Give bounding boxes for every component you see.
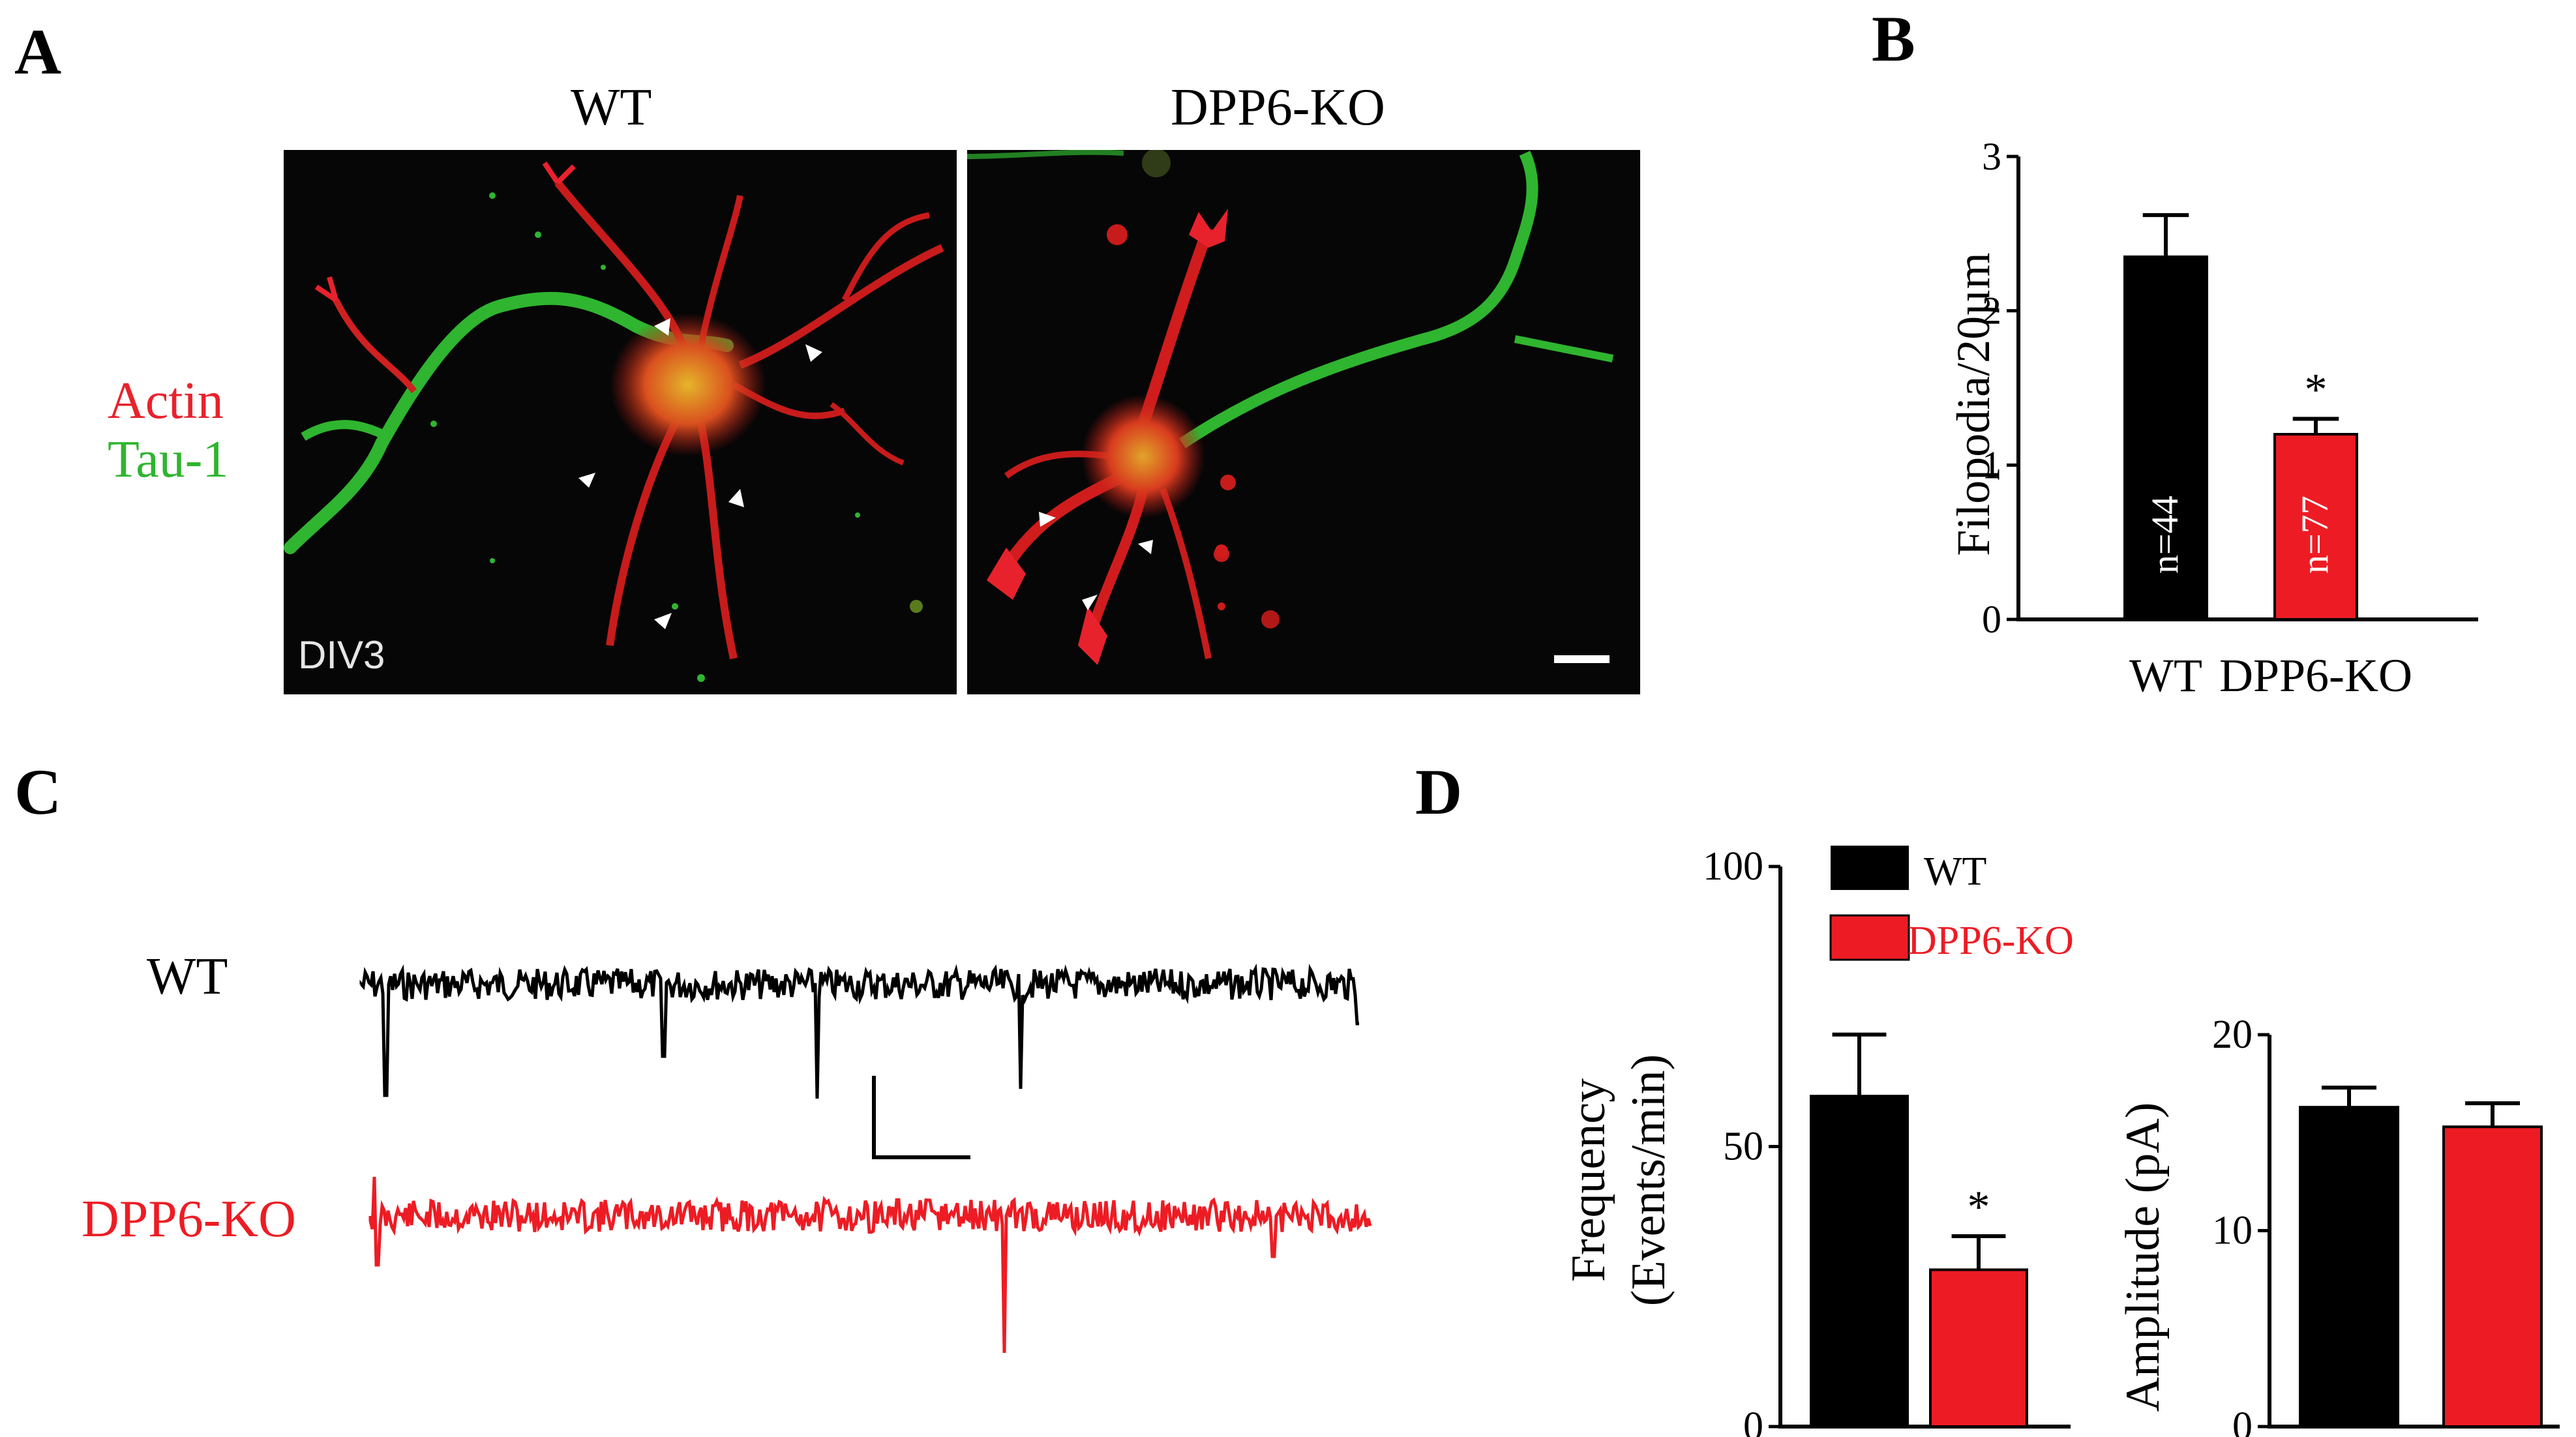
- div3-label: DIV3: [298, 633, 385, 677]
- trace-scale-bar: [872, 1076, 970, 1159]
- bar-n-label: n=77: [2294, 496, 2336, 574]
- bar-n-label: n=44: [2144, 496, 2186, 574]
- ko-neuron-drawing: [967, 150, 1614, 665]
- legend-label-wt: WT: [1924, 850, 1986, 894]
- panel-b-chart: 0 1 2 3 Filopodia/20µm n=44 WT * n=77 DPP6-KO: [1947, 135, 2478, 702]
- y-tick-label: 10: [2212, 1209, 2253, 1253]
- legend-label-ko: DPP6-KO: [1908, 919, 2074, 963]
- y-tick-label: 100: [1703, 844, 1763, 889]
- ko-scale-bar: [1554, 655, 1610, 663]
- wt-current-trace: [359, 963, 1359, 1099]
- ko-image-title: DPP6-KO: [1171, 79, 1385, 136]
- y-tick-label: 1: [1982, 443, 2001, 486]
- y-tick-label: 50: [1723, 1125, 1763, 1169]
- ko-micrograph: [967, 150, 1640, 694]
- y-tick-label: 20: [2212, 1013, 2253, 1057]
- panel-letter-a: A: [14, 16, 62, 88]
- panel-letter-c: C: [14, 756, 62, 828]
- panel-letter-d: D: [1415, 756, 1463, 828]
- bar-dpp6-ko: [2442, 1125, 2543, 1428]
- y-tick-label: 0: [2232, 1404, 2253, 1437]
- y-axis-label: Frequency: [1562, 1078, 1615, 1282]
- legend-actin: Actin: [108, 372, 224, 430]
- panel-d-charts: 0 50 100 Frequency (Events/min) * 0 10 20 Amplit…: [1562, 844, 2560, 1437]
- bar-wt: [1810, 1095, 1909, 1428]
- y-tick-label: 0: [1982, 598, 2001, 641]
- ko-current-trace: [368, 1176, 1372, 1354]
- panel-d-legend: WT DPP6-KO: [1829, 846, 2074, 963]
- panel-c-traces: [359, 963, 1372, 1354]
- panel-d-frequency-plot: 0 50 100 Frequency (Events/min) *: [1562, 844, 2071, 1437]
- bar-wt: [2123, 255, 2208, 621]
- panel-b-plot: 0 1 2 3 Filopodia/20µm n=44 WT * n=77 DPP6-KO: [1947, 135, 2478, 702]
- panel-d-amplitude-plot: 0 10 20 Amplitude (pA): [2116, 1013, 2560, 1437]
- bar-dpp6-ko: [2273, 433, 2358, 621]
- panel-letter-b: B: [1872, 3, 1915, 75]
- wt-neuron-drawing: [284, 161, 944, 682]
- wt-image-title: WT: [571, 79, 652, 136]
- legend-tau: Tau-1: [108, 431, 229, 488]
- y-tick-label: 0: [1743, 1404, 1763, 1437]
- wt-micrograph: DIV3: [284, 150, 957, 694]
- legend-swatch-ko: [1829, 914, 1910, 961]
- legend-swatch-wt: [1831, 846, 1909, 890]
- significance-marker: *: [1968, 1182, 1990, 1232]
- trace-label-ko: DPP6-KO: [82, 1191, 296, 1248]
- y-tick-label: 2: [1982, 289, 2001, 333]
- y-axis-label: (Events/min): [1622, 1054, 1675, 1306]
- trace-label-wt: WT: [147, 948, 228, 1005]
- bar-dpp6-ko: [1929, 1268, 2028, 1428]
- significance-marker: *: [2305, 364, 2328, 415]
- y-tick-label: 3: [1982, 135, 2001, 178]
- x-category-label: WT: [2129, 649, 2202, 702]
- y-axis-label: Amplitude (pA): [2116, 1103, 2170, 1412]
- y-axis-label: Filopodia/20µm: [1947, 252, 1999, 556]
- x-category-label: DPP6-KO: [2219, 649, 2412, 702]
- bar-wt: [2299, 1106, 2399, 1428]
